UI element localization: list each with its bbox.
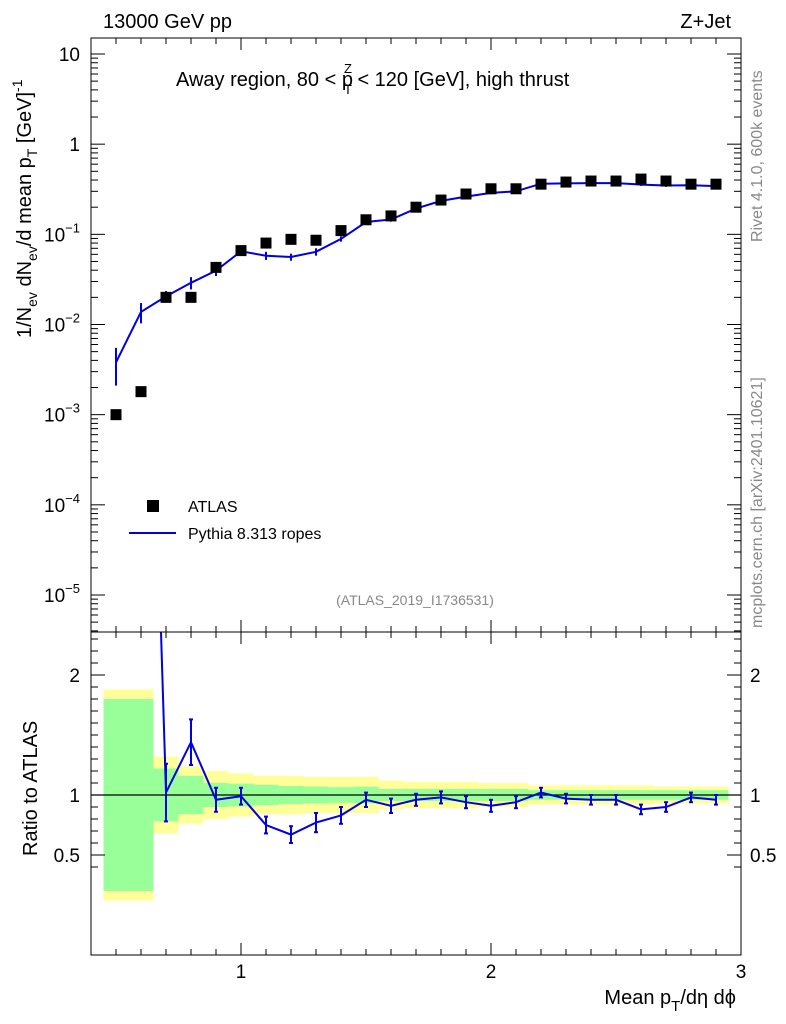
ratio-tick-label-left: 0.5 [54,846,80,867]
x-tick-label: 1 [236,962,247,983]
atlas-data-point [185,291,197,303]
pythia-ratio-line [159,632,717,836]
atlas-data-point [235,245,247,257]
atlas-data-point [410,201,422,213]
legend-label-atlas: ATLAS [188,499,238,516]
mcplots-label: mcplots.cern.ch [arXiv:2401.10621] [749,377,766,628]
process-label: Z+Jet [680,11,731,33]
plot-title: Away region, 80 < pZ T < 120 [GeV], high … [176,61,570,97]
atlas-data-point [385,210,397,222]
rivet-label: Rivet 4.1.0, 600k events [749,70,766,242]
atlas-data-point [110,409,122,421]
y-top-tick-label: 10−3 [44,401,80,427]
y-top-tick-label: 10−1 [44,220,80,246]
y-axis-label-top: 1/Nev dNev/d mean pT [GeV]-1 [9,79,40,338]
y-top-tick-label: 10 [59,45,80,66]
atlas-data-point [535,178,547,190]
x-axis-label: Mean pT/dη dϕ [604,987,736,1015]
atlas-data-point [485,183,497,195]
y-top-tick-label: 10−2 [44,311,80,337]
atlas-data-point [510,183,522,195]
y-axis-label-bottom: Ratio to ATLAS [20,721,42,856]
atlas-data-point [610,175,622,187]
atlas-data-point [460,188,472,200]
ratio-tick-label-right: 1 [750,786,761,807]
atlas-data-point [635,173,647,185]
ratio-tick-label-right: 0.5 [750,846,776,867]
ratio-tick-label-left: 1 [69,786,80,807]
atlas-data-point [335,225,347,237]
y-top-tick-label: 10−4 [44,491,80,517]
atlas-data-point [210,261,222,273]
x-tick-label: 3 [736,962,747,983]
analysis-id: (ATLAS_2019_I1736531) [336,592,494,608]
atlas-data-point [435,194,447,206]
y-top-tick-label: 10−5 [44,581,80,607]
atlas-data-point [710,178,722,190]
beam-label: 13000 GeV pp [103,11,232,33]
atlas-data-point [135,386,147,398]
atlas-data-point [560,176,572,188]
atlas-data-point [285,233,297,245]
atlas-data-point [585,175,597,187]
ratio-series-group [159,632,718,844]
ratio-tick-label-right: 2 [750,666,761,687]
legend-label-pythia: Pythia 8.313 ropes [188,526,321,543]
atlas-data-point [360,214,372,226]
ratio-tick-label-left: 2 [69,666,80,687]
legend-marker-atlas [147,500,159,512]
atlas-data-point [310,234,322,246]
atlas-data-point [660,175,672,187]
y-top-tick-label: 1 [69,135,80,156]
atlas-data-point [160,291,172,303]
x-tick-label: 2 [486,962,497,983]
atlas-data-point [260,237,272,249]
atlas-data-point [685,178,697,190]
